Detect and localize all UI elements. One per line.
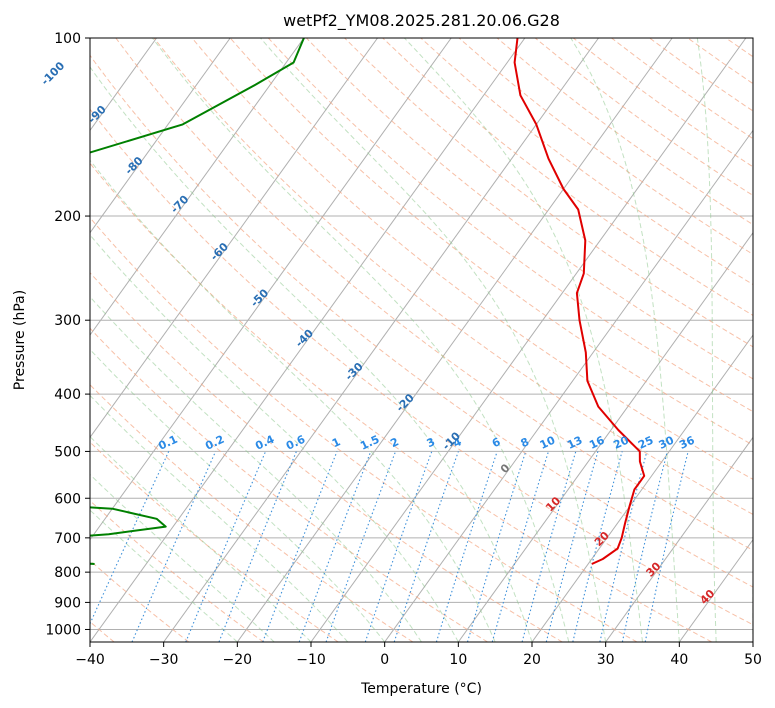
dewpoint-profile-line	[90, 38, 305, 565]
mixing-ratio-line	[218, 451, 297, 642]
x-tick-label: 50	[744, 652, 762, 668]
chart-title: wetPf2_YM08.2025.281.20.06.G28	[283, 11, 560, 31]
y-tick-label: 100	[54, 31, 81, 47]
y-tick-label: 500	[54, 444, 81, 460]
dry-adiabat-line	[420, 38, 753, 286]
dry-adiabat-line	[153, 38, 753, 515]
moist-adiabat-line	[90, 296, 422, 642]
moist-adiabat-line	[90, 394, 349, 642]
moist-adiabat-line	[752, 537, 753, 642]
x-tick-label: 30	[597, 652, 615, 668]
mixing-ratio-line	[298, 451, 372, 642]
mixing-ratio-line	[325, 451, 397, 642]
plot-area	[90, 38, 753, 642]
mixing-ratio-label: 30	[657, 433, 677, 451]
moist-adiabat-line	[90, 66, 533, 642]
dry-adiabat-line	[267, 38, 753, 413]
mixing-ratio-label: 16	[587, 433, 607, 451]
isotherm-line	[752, 641, 753, 642]
moist-adiabat-line	[152, 38, 570, 642]
y-tick-label: 900	[54, 595, 81, 611]
dry-adiabat-line	[90, 271, 563, 642]
moist-adiabat-line	[570, 38, 680, 642]
isotherm-line	[384, 129, 753, 642]
isotherm-line	[0, 38, 9, 642]
dry-adiabat-line	[90, 108, 753, 626]
dry-adiabat-line	[229, 38, 753, 446]
mixing-ratio-line	[491, 451, 550, 642]
isotherm-line	[90, 38, 305, 336]
mixing-ratio-line	[364, 451, 433, 642]
x-axis-title: Temperature (°C)	[360, 681, 482, 697]
moist-adiabat-line	[90, 234, 459, 642]
isotherm-line	[90, 38, 452, 541]
x-tick-label: −30	[149, 652, 179, 668]
x-tick-label: −10	[296, 652, 326, 668]
mixing-ratio-line	[131, 451, 217, 642]
moist-adiabat-line	[696, 38, 717, 642]
x-tick-label: 40	[670, 652, 688, 668]
dry-adiabat-line	[90, 54, 753, 588]
isotherm-line	[236, 38, 673, 642]
isotherm-line	[531, 334, 753, 642]
dry-adiabat-line	[382, 38, 753, 316]
isotherm-line	[90, 38, 526, 642]
x-tick-label: −40	[75, 652, 105, 668]
y-tick-label: 200	[54, 209, 81, 225]
mixing-ratio-line	[599, 451, 648, 642]
moist-adiabat-line	[404, 38, 643, 642]
x-tick-label: −20	[223, 652, 253, 668]
isotherm-line	[90, 38, 378, 439]
dry-adiabat-line	[90, 216, 638, 642]
mixing-ratio-label: 25	[636, 434, 655, 452]
y-tick-label: 700	[54, 531, 81, 547]
background-lines	[0, 38, 775, 642]
moist-adiabat-line	[90, 509, 238, 642]
sounding-profiles	[90, 38, 646, 565]
temperature-profile-line	[513, 38, 646, 565]
y-tick-label: 800	[54, 565, 81, 581]
x-tick-label: 20	[523, 652, 541, 668]
mixing-ratio-line	[393, 451, 459, 642]
dry-adiabat-line	[344, 38, 753, 348]
isotherm-line	[163, 38, 599, 642]
mixing-ratio-label: 36	[677, 433, 697, 451]
moist-adiabat-line	[260, 38, 607, 642]
isotherm-line	[90, 38, 231, 234]
mixing-ratio-label: 20	[611, 433, 631, 451]
isotherm-label: -100	[39, 59, 68, 88]
moist-adiabat-line	[90, 435, 312, 642]
dry-adiabat-line	[764, 38, 775, 642]
mixing-ratio-line	[466, 451, 527, 642]
mixing-ratio-line	[185, 451, 267, 642]
mixing-ratio-label: 13	[565, 434, 584, 452]
mixing-ratio-line	[545, 451, 599, 642]
y-axis-title: Pressure (hPa)	[12, 290, 28, 390]
mixing-ratio-line	[435, 451, 498, 642]
dry-adiabat-line	[115, 38, 753, 551]
y-tick-label: 400	[54, 387, 81, 403]
dry-adiabat-line	[90, 384, 414, 642]
isotherm-line	[457, 231, 753, 642]
x-tick-label: 0	[380, 652, 389, 668]
mixing-ratio-line	[262, 451, 338, 642]
moist-adiabat-line	[90, 348, 386, 642]
moist-adiabat-line	[90, 473, 275, 642]
isotherm-line	[678, 538, 753, 642]
plot-frame	[89, 37, 754, 643]
mixing-ratio-label: 10	[538, 433, 558, 451]
axes: −40 −30 −20 −10 0 10 20 30 40 50 1000 900 800 700 600 5…	[45, 31, 762, 668]
y-tick-label: 600	[54, 491, 81, 507]
y-tick-label: 1000	[45, 622, 81, 638]
mixing-ratio-line	[521, 451, 577, 642]
dry-adiabat-line	[90, 559, 190, 642]
x-tick-label: 10	[449, 652, 467, 668]
y-tick-label: 300	[54, 313, 81, 329]
isotherm-line	[605, 436, 753, 642]
